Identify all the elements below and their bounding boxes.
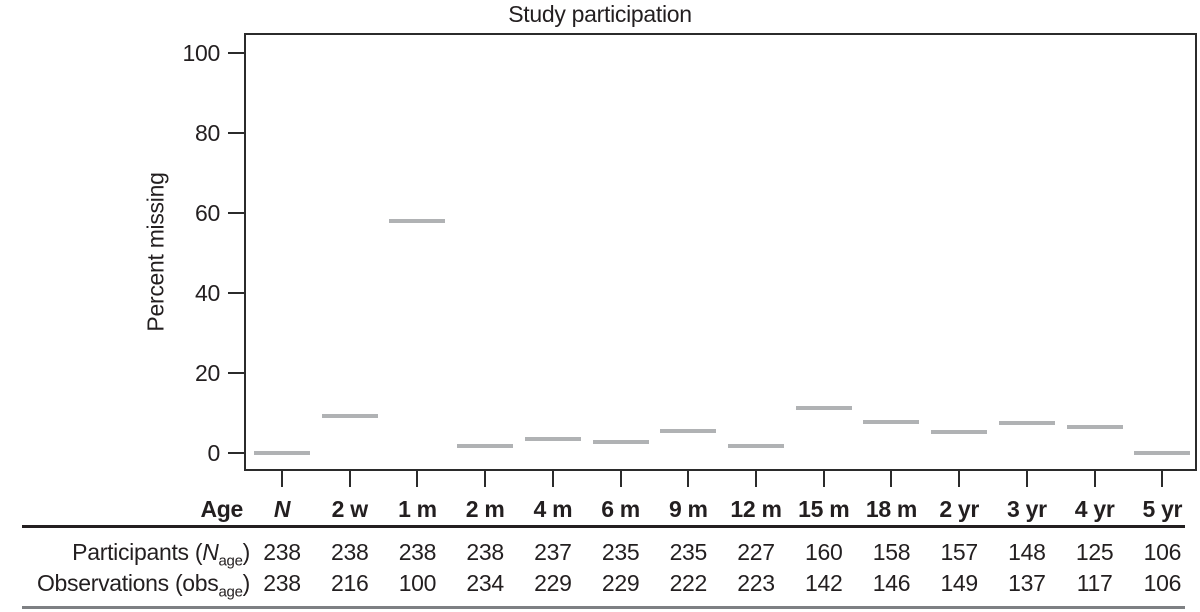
table-cell-observations: 137 xyxy=(1008,570,1046,596)
table-cell-observations: 223 xyxy=(737,570,775,596)
y-axis-tick xyxy=(228,371,244,374)
x-axis-tick xyxy=(755,471,758,487)
table-rule-top xyxy=(22,525,1185,528)
x-axis-tick-label: 2 m xyxy=(465,496,505,522)
data-dash xyxy=(998,421,1055,426)
table-cell-participants: 237 xyxy=(534,539,572,565)
y-axis-tick xyxy=(228,451,244,454)
table-cell-observations: 146 xyxy=(872,570,911,596)
data-dash xyxy=(1134,450,1191,455)
x-axis-tick-label: 1 m xyxy=(398,496,437,522)
x-axis-tick-label: 9 m xyxy=(668,496,708,522)
x-axis-tick-label: 4 m xyxy=(533,496,573,522)
table-cell-observations: 106 xyxy=(1143,570,1182,596)
x-axis-tick xyxy=(890,471,893,487)
x-axis-tick-label: 15 m xyxy=(798,496,850,522)
table-cell-observations: 149 xyxy=(940,570,978,596)
y-axis-tick-label: 60 xyxy=(195,199,220,226)
data-dash xyxy=(321,413,378,418)
x-axis-tick-label: 2 w xyxy=(331,496,368,522)
y-axis-tick-label: 0 xyxy=(207,439,221,466)
row-label-close: ) xyxy=(242,570,251,596)
table-cell-observations: 238 xyxy=(263,570,301,596)
x-axis-tick xyxy=(1093,471,1096,487)
x-axis-tick xyxy=(619,471,622,487)
data-dash xyxy=(457,443,514,448)
row-label-variable: N xyxy=(202,539,219,565)
table-rule-bottom xyxy=(22,606,1185,609)
y-axis-label: Percent missing xyxy=(142,172,169,332)
data-dash xyxy=(863,420,920,425)
x-axis-tick xyxy=(687,471,690,487)
table-cell-observations: 100 xyxy=(398,570,437,596)
table-cell-participants: 238 xyxy=(466,539,504,565)
row-label-text: Observations (obs xyxy=(36,570,219,596)
data-dash xyxy=(795,405,852,410)
x-axis-tick xyxy=(958,471,961,487)
table-row-label-participants: Participants (Nage) xyxy=(0,539,251,569)
x-axis-tick-label: 18 m xyxy=(865,496,918,522)
x-axis-tick-label: 6 m xyxy=(601,496,640,522)
table-cell-observations: 222 xyxy=(669,570,708,596)
chart-title: Study participation xyxy=(508,1,692,27)
x-axis-tick xyxy=(822,471,825,487)
table-cell-observations: 229 xyxy=(601,570,640,596)
x-axis-tick xyxy=(281,471,283,487)
data-dash xyxy=(389,218,446,223)
y-axis-tick xyxy=(228,291,244,294)
y-axis-tick-label: 40 xyxy=(195,279,220,306)
table-cell-participants: 148 xyxy=(1008,539,1046,565)
x-axis-tick-label: 12 m xyxy=(730,496,782,522)
y-axis-tick-label: 80 xyxy=(195,119,220,146)
data-dash xyxy=(728,443,785,448)
x-axis-tick-label: 3 yr xyxy=(1007,496,1047,522)
row-label-subscript: age xyxy=(218,552,243,570)
table-row-label-observations: Observations (obsage) xyxy=(0,570,251,600)
x-axis-tick xyxy=(348,471,351,487)
table-cell-participants: 235 xyxy=(669,539,708,565)
table-cell-participants: 227 xyxy=(737,539,775,565)
row-label-text: Participants ( xyxy=(72,539,203,565)
table-cell-observations: 234 xyxy=(466,570,504,596)
data-dash xyxy=(592,440,649,445)
table-cell-participants: 238 xyxy=(398,539,437,565)
x-axis-tick xyxy=(1025,471,1028,487)
table-cell-participants: 106 xyxy=(1143,539,1182,565)
data-dash xyxy=(254,450,310,455)
table-cell-participants: 235 xyxy=(601,539,640,565)
table-cell-observations: 229 xyxy=(534,570,572,596)
y-axis-tick-label: 100 xyxy=(182,39,221,66)
table-cell-observations: 216 xyxy=(330,570,369,596)
x-axis-label: Age xyxy=(200,496,243,522)
table-cell-participants: 238 xyxy=(263,539,301,565)
y-axis-tick-label: 20 xyxy=(195,359,220,386)
x-axis-tick xyxy=(551,471,554,487)
y-axis-tick xyxy=(228,211,244,214)
x-axis-tick-label: 4 yr xyxy=(1074,496,1115,522)
table-cell-participants: 160 xyxy=(805,539,843,565)
table-cell-participants: 158 xyxy=(872,539,911,565)
table-cell-observations: 117 xyxy=(1076,570,1113,596)
row-label-subscript: age xyxy=(218,583,243,601)
x-axis-tick xyxy=(484,471,487,487)
y-axis-tick xyxy=(228,51,244,54)
data-dash xyxy=(931,430,988,435)
table-cell-observations: 142 xyxy=(805,570,843,596)
table-cell-participants: 238 xyxy=(330,539,369,565)
x-axis-tick xyxy=(416,471,419,487)
x-axis-tick-label: 2 yr xyxy=(939,496,980,522)
table-cell-participants: 125 xyxy=(1075,539,1114,565)
y-axis-tick xyxy=(228,131,244,134)
x-axis-tick-label: N xyxy=(273,496,291,522)
data-dash xyxy=(1066,425,1123,430)
row-label-close: ) xyxy=(242,539,251,565)
data-dash xyxy=(524,437,581,442)
x-axis-tick xyxy=(1161,471,1164,487)
table-cell-participants: 157 xyxy=(940,539,978,565)
x-axis-tick-label: 5 yr xyxy=(1142,496,1183,522)
plot-area xyxy=(244,33,1197,471)
data-dash xyxy=(660,428,717,433)
